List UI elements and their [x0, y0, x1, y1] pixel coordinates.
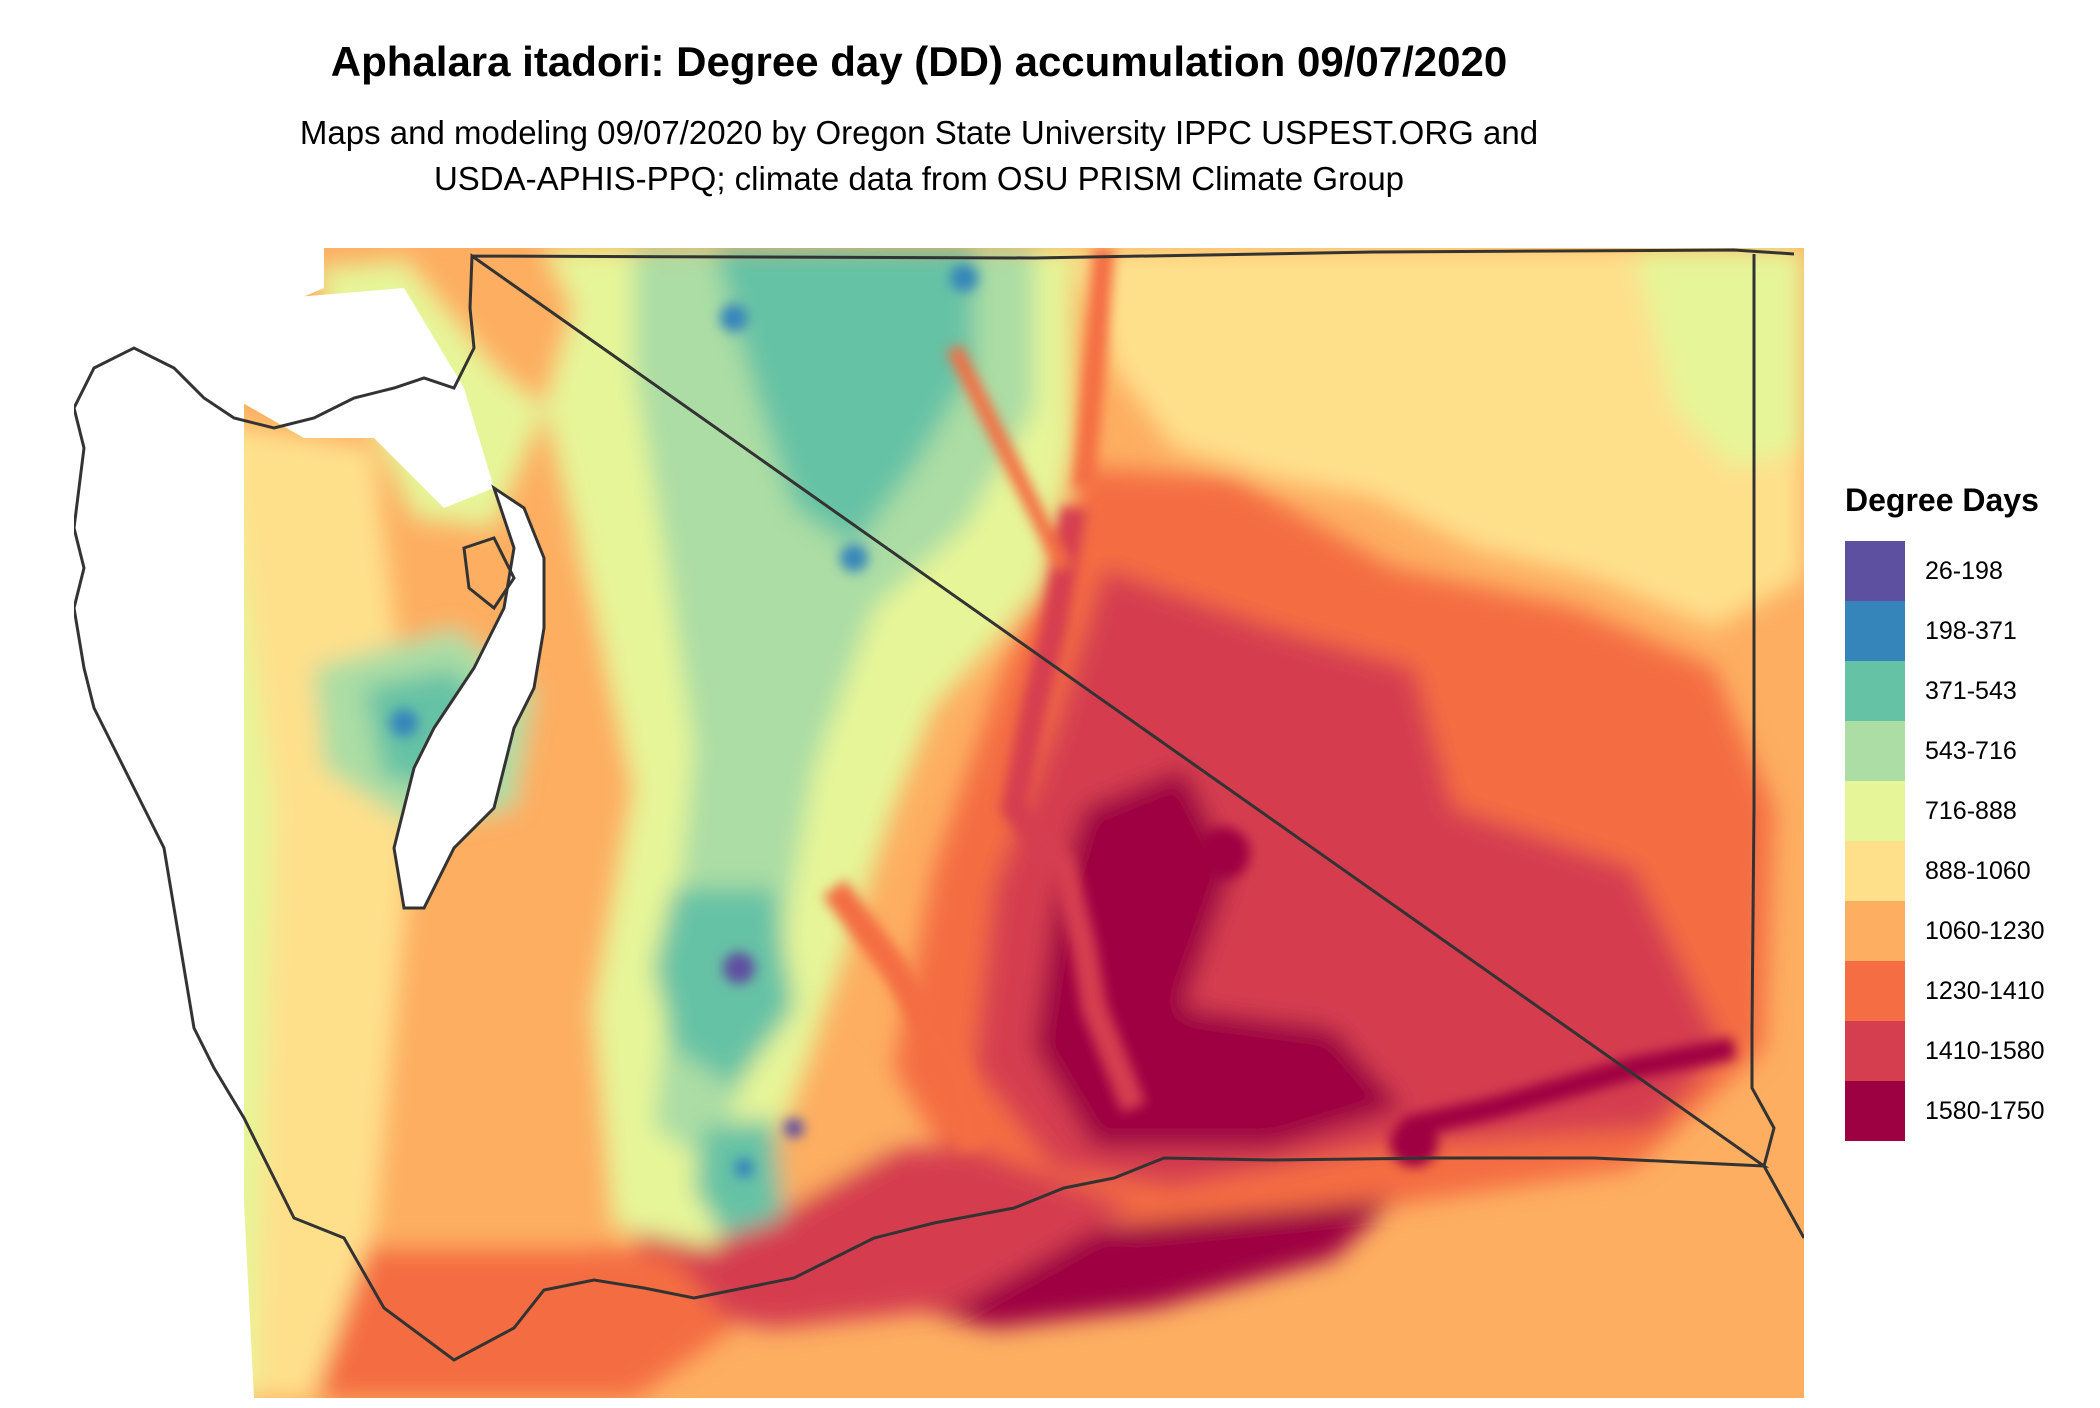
map-title: Aphalara itadori: Degree day (DD) accumu… [330, 38, 1508, 85]
zone-coast-cool [244, 583, 274, 1398]
water-strait [244, 288, 494, 508]
legend-item: 888-1060 [1845, 841, 2085, 901]
zone-south-strip [914, 1198, 1394, 1328]
peak-hot-spot-2 [1390, 1119, 1438, 1167]
peak-hot-spot [1198, 827, 1250, 879]
legend-label: 371-543 [1925, 676, 2017, 705]
zone-rainier [654, 888, 794, 1088]
peak-north-cascades [950, 264, 978, 292]
legend-label: 1580-1750 [1925, 1096, 2045, 1125]
legend-label: 1060-1230 [1925, 916, 2045, 945]
legend-swatch [1845, 901, 1905, 961]
subtitle-line-2: USDA-APHIS-PPQ; climate data from OSU PR… [433, 160, 1405, 197]
legend-item: 1060-1230 [1845, 901, 2085, 961]
legend-label: 888-1060 [1925, 856, 2031, 885]
peak-rainier [723, 952, 755, 984]
legend-swatch [1845, 721, 1905, 781]
legend-label: 716-888 [1925, 796, 2017, 825]
legend-swatch [1845, 961, 1905, 1021]
legend-item: 26-198 [1845, 541, 2085, 601]
zone-cascades-cold [714, 248, 974, 548]
river-valley-methow [946, 344, 1072, 572]
legend-swatch [1845, 661, 1905, 721]
legend-swatch [1845, 841, 1905, 901]
map-subtitle: Maps and modeling 09/07/2020 by Oregon S… [0, 110, 1838, 202]
raster-zones [244, 248, 1804, 1398]
legend-item: 1410-1580 [1845, 1021, 2085, 1081]
legend-item: 543-716 [1845, 721, 2085, 781]
state-border [74, 248, 1804, 1362]
degree-day-map [74, 248, 1804, 1398]
legend-items: 26-198 198-371 371-543 543-716 716-888 888-10… [1845, 541, 2085, 1141]
legend-item: 198-371 [1845, 601, 2085, 661]
peak-baker [720, 304, 748, 332]
peak-olympus [390, 709, 418, 737]
legend-swatch [1845, 1021, 1905, 1081]
legend-swatch [1845, 1081, 1905, 1141]
raster-detail [390, 248, 1737, 1178]
legend-item: 371-543 [1845, 661, 2085, 721]
legend-label: 26-198 [1925, 556, 2003, 585]
river-valley-columbia [1000, 505, 1147, 1113]
peak-st-helens [734, 1158, 754, 1178]
legend-item: 716-888 [1845, 781, 2085, 841]
island-outline [462, 536, 516, 611]
legend: Degree Days 26-198 198-371 371-543 543-716 7… [1845, 482, 2085, 1141]
zone-sw-lowland [264, 1228, 734, 1398]
legend-label: 1230-1410 [1925, 976, 2045, 1005]
zone-st-helens-area [694, 1118, 784, 1238]
raster-layer [244, 248, 1804, 1398]
legend-label: 543-716 [1925, 736, 2017, 765]
river-valley-okanogan [1073, 248, 1115, 489]
map-canvas [74, 248, 1804, 1398]
zone-ne-highlands [1074, 248, 1804, 628]
zone-ne-highest [1634, 248, 1804, 468]
zone-basin-hot [1034, 768, 1404, 1148]
legend-item: 1580-1750 [1845, 1081, 2085, 1141]
river-valley-snake [1401, 1037, 1737, 1139]
zone-north-lowland [394, 248, 574, 408]
legend-item: 1230-1410 [1845, 961, 2085, 1021]
legend-label: 1410-1580 [1925, 1036, 2045, 1065]
peak-glacier [840, 544, 868, 572]
legend-title: Degree Days [1845, 482, 2039, 518]
puget-sound-shore [392, 484, 546, 910]
legend-swatch [1845, 781, 1905, 841]
legend-swatch [1845, 601, 1905, 661]
legend-swatch [1845, 541, 1905, 601]
peak-adams [784, 1118, 804, 1138]
legend-label: 198-371 [1925, 616, 2017, 645]
subtitle-line-1: Maps and modeling 09/07/2020 by Oregon S… [299, 114, 1539, 151]
river-valley-yakima [822, 879, 988, 1152]
